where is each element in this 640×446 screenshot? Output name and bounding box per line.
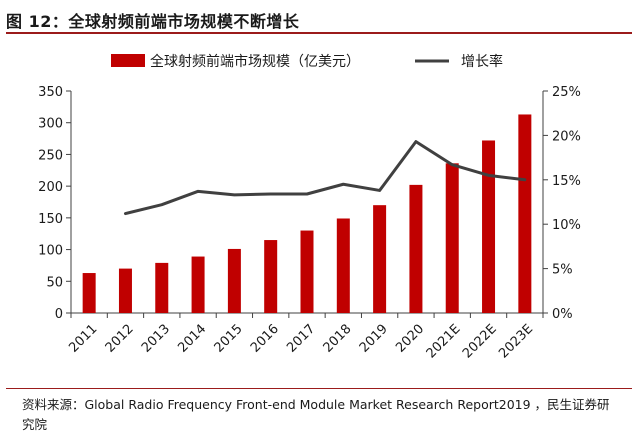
y-right-tick-label: 25% bbox=[552, 85, 581, 100]
x-tick-label: 2012 bbox=[103, 322, 137, 356]
bar bbox=[118, 268, 132, 313]
x-tick-label: 2016 bbox=[248, 322, 282, 356]
y-left-tick-label: 300 bbox=[38, 117, 63, 132]
x-tick-label: 2020 bbox=[393, 322, 427, 356]
source-note: 资料来源：Global Radio Frequency Front-end Mo… bbox=[22, 397, 610, 432]
x-tick-label: 2022E bbox=[460, 322, 500, 362]
bar bbox=[155, 262, 169, 313]
legend-swatch-bar bbox=[111, 54, 145, 67]
source-rule bbox=[6, 388, 632, 389]
bar bbox=[191, 256, 205, 313]
y-right-tick-label: 10% bbox=[552, 218, 581, 233]
bar bbox=[264, 240, 278, 313]
bar bbox=[409, 184, 423, 313]
x-tick-label: 2019 bbox=[357, 322, 391, 356]
x-tick-label: 2017 bbox=[284, 322, 318, 356]
x-tick-label: 2011 bbox=[66, 322, 100, 356]
legend-label-bar: 全球射频前端市场规模（亿美元） bbox=[150, 53, 360, 70]
y-left-tick-label: 350 bbox=[38, 85, 63, 100]
x-tick-label: 2018 bbox=[321, 322, 355, 356]
y-left-tick-label: 150 bbox=[38, 212, 63, 227]
x-tick-label: 2015 bbox=[212, 322, 246, 356]
y-left-tick-label: 200 bbox=[38, 180, 63, 195]
x-tick-label: 2023E bbox=[496, 322, 536, 362]
bar bbox=[300, 230, 314, 313]
chart: 0 50 100 150 200 250 300 350 0% 5% 10% 15% 20% 25% 201… bbox=[38, 53, 581, 362]
bar bbox=[518, 114, 532, 314]
bar bbox=[482, 140, 496, 313]
bar bbox=[336, 218, 350, 313]
growth-line bbox=[123, 140, 527, 216]
y-right-tick-label: 20% bbox=[552, 129, 581, 144]
y-left-tick-label: 0 bbox=[55, 307, 63, 322]
figure-title: 图 12：全球射频前端市场规模不断增长 bbox=[6, 12, 300, 31]
x-tick-label: 2014 bbox=[175, 322, 209, 356]
y-left-tick-label: 50 bbox=[46, 275, 63, 290]
y-right-tick-label: 15% bbox=[552, 174, 581, 189]
title-rule bbox=[6, 32, 632, 34]
bar bbox=[373, 205, 387, 313]
bar bbox=[82, 273, 96, 313]
x-tick-label: 2013 bbox=[139, 322, 173, 356]
y-right-tick-label: 5% bbox=[552, 263, 573, 278]
x-tick-label: 2021E bbox=[424, 322, 464, 362]
y-left-tick-label: 100 bbox=[38, 244, 63, 259]
bar bbox=[445, 163, 459, 313]
y-left-tick-label: 250 bbox=[38, 148, 63, 163]
bar bbox=[227, 248, 241, 313]
y-right-tick-label: 0% bbox=[552, 307, 573, 322]
legend-label-line: 增长率 bbox=[461, 53, 503, 70]
